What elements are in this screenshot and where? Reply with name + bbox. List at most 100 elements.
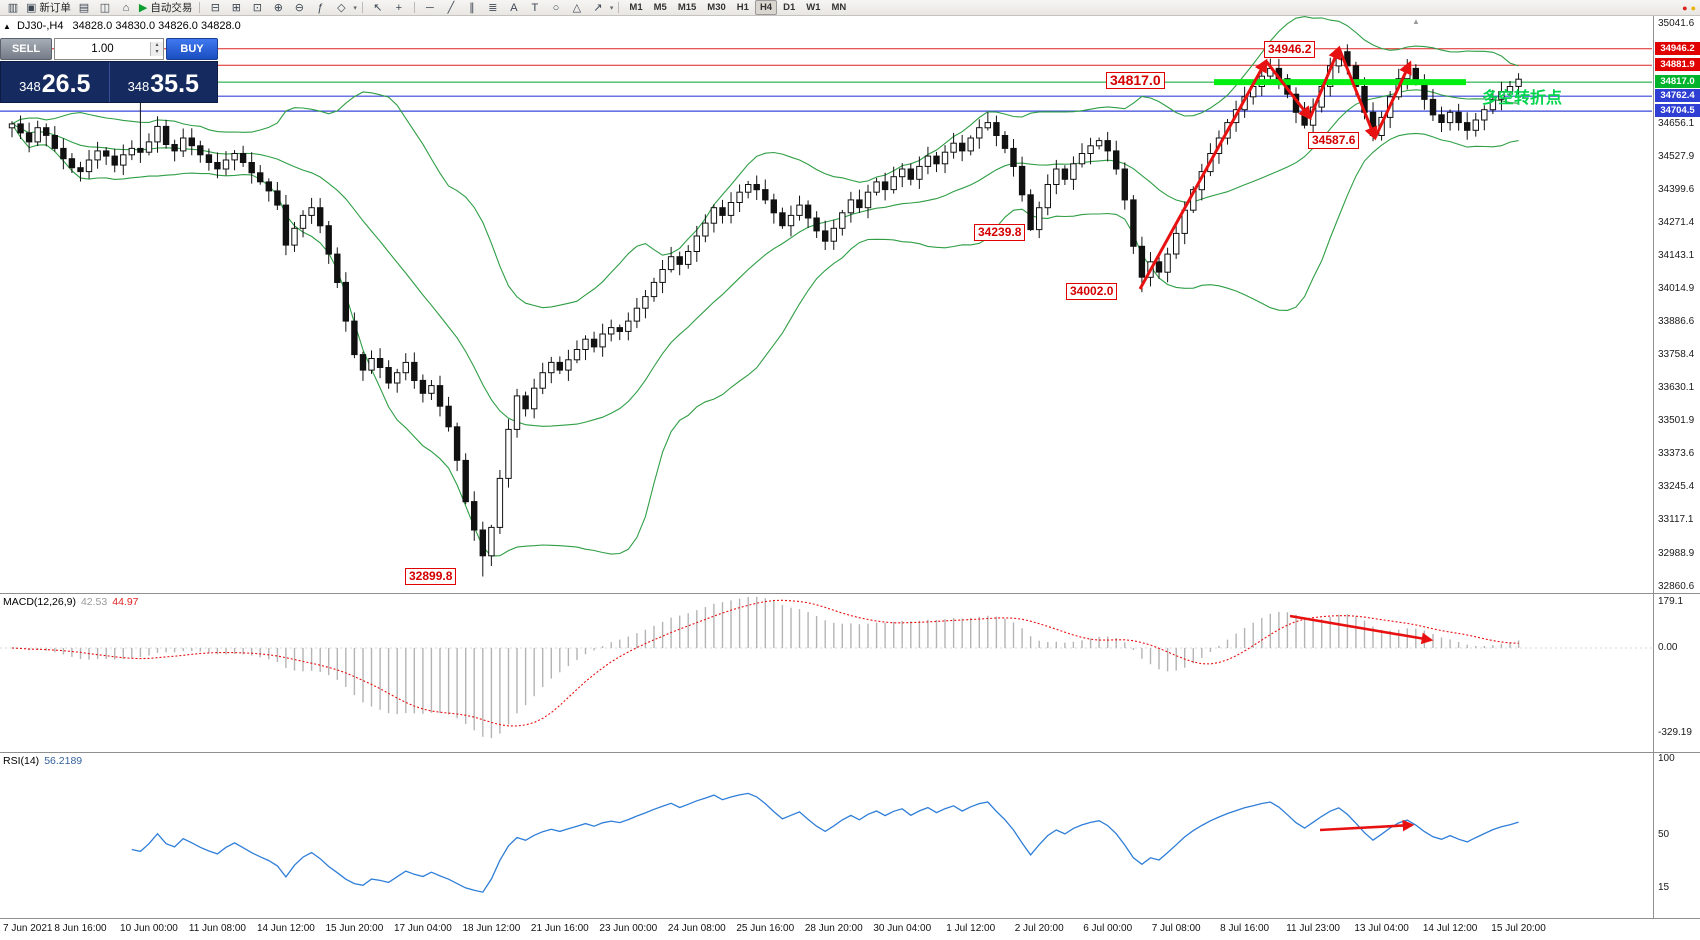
symbol-ohlc-values: 34828.0 34830.0 34826.0 34828.0 [72,20,241,32]
timeframe-w1[interactable]: W1 [806,2,821,13]
time-axis-label: 28 Jun 20:00 [804,923,863,934]
time-axis-label: 24 Jun 08:00 [667,923,726,934]
spin-down-icon[interactable]: ▾ [151,49,163,56]
timeframe-m15[interactable]: M15 [677,2,697,13]
horizontal-line-tool-icon[interactable]: ─ [425,1,434,14]
rsi-name: RSI(14) [3,755,40,767]
timeframe-m30[interactable]: M30 [707,2,726,13]
arrange-windows-icon[interactable]: ⊡ [252,1,262,14]
volume-input[interactable] [55,42,150,56]
sell-price-big: 26.5 [41,70,91,98]
label-tool-icon[interactable]: T [531,1,539,14]
price-tag: 34881.9 [1655,58,1700,72]
timeframe-mn[interactable]: MN [831,2,847,13]
spin-up-icon[interactable]: ▴ [151,42,163,49]
timeframe-h4[interactable]: H4 [754,0,778,15]
symbol-ohlc-line: ▲ DJ30-,H4 34828.0 34830.0 34826.0 34828… [3,20,241,32]
price-tick: 32988.9 [1658,547,1695,559]
profiles-icon[interactable]: ▤ [78,1,90,14]
timeframe-d1[interactable]: D1 [783,2,796,13]
macd-axis-label: 0.00 [1658,642,1678,653]
time-axis-label: 11 Jun 08:00 [188,923,246,934]
bid-ask-display: 348 26.5 348 35.5 [0,61,218,103]
rsi-axis-label: 15 [1658,882,1670,893]
price-divider [108,62,110,102]
price-tick: 34014.9 [1658,282,1695,294]
time-axis-label: 8 Jul 16:00 [1220,923,1270,934]
arrows-tool-icon[interactable]: ↗ [593,1,603,14]
indicators-icon[interactable]: ƒ [317,1,324,14]
chart-window-icon[interactable]: ▥ [7,1,19,14]
buy-button[interactable]: BUY [166,38,218,60]
panel-collapse-icon[interactable]: ▲ [3,22,11,31]
macd-axis-label: 179.1 [1658,596,1684,607]
navigator-icon[interactable]: ⌂ [122,1,130,14]
time-axis-label: 21 Jun 16:00 [530,923,589,934]
sell-price-prefix: 348 [19,79,41,94]
triangle-tool-icon[interactable]: △ [572,1,582,14]
panel-separator[interactable] [0,752,1700,753]
time-axis-label: 18 Jun 12:00 [462,923,521,934]
chevron-down-icon[interactable]: ▾ [609,4,614,12]
buy-price-big: 35.5 [150,70,199,98]
panel-separator[interactable] [0,593,1700,594]
zoom-out-icon[interactable]: ⊖ [294,1,304,14]
crosshair-tool-icon[interactable]: + [395,1,403,14]
timeframe-m5[interactable]: M5 [653,2,667,13]
market-watch-icon[interactable]: ◫ [99,1,111,14]
price-tick: 32860.6 [1658,580,1695,592]
time-axis-label: 11 Jul 23:00 [1286,923,1340,934]
auto-trading-button[interactable]: ▶ 自动交易 [137,1,194,15]
chevron-down-icon[interactable]: ▾ [353,4,357,12]
new-order-button[interactable]: ▣ 新订单 [24,1,73,15]
text-tool-icon[interactable]: A [510,1,518,14]
timeframe-h1[interactable]: H1 [736,2,749,13]
macd-axis-label: -329.19 [1658,727,1692,738]
price-tag: 34704.5 [1655,104,1700,118]
time-axis-label: 14 Jun 12:00 [256,923,315,934]
time-axis-label: 23 Jun 00:00 [599,923,658,934]
price-tag: 34817.0 [1655,75,1700,89]
tile-windows-icon[interactable]: ⊟ [210,1,220,14]
one-click-trading-panel: SELL ▴ ▾ BUY 348 26.5 348 3 [0,38,218,103]
buy-price-prefix: 348 [127,79,150,94]
channel-tool-icon[interactable]: ∥ [469,1,475,14]
cascade-windows-icon[interactable]: ⊞ [231,1,241,14]
buy-price[interactable]: 348 35.5 [110,62,218,102]
auto-trading-play-icon: ▶ [138,1,148,14]
toolbar: ▥ ▣ 新订单 ▤ ◫ ⌂ ▶ 自动交易 ⊟ ⊞ ⊡ ⊕ ⊖ ƒ ◇ ▾ ↖ +… [0,0,1700,16]
price-tick: 34527.9 [1658,150,1695,162]
axis-separator [0,918,1700,919]
price-tick: 34656.1 [1658,117,1695,129]
sell-price[interactable]: 348 26.5 [1,62,109,102]
timeframe-m1[interactable]: M1 [629,2,643,13]
macd-label: MACD(12,26,9) 42.53 44.97 [3,596,139,608]
time-axis-label: 25 Jun 16:00 [736,923,795,934]
sell-button[interactable]: SELL [0,38,52,60]
volume-spinner[interactable]: ▴ ▾ [150,42,163,56]
rsi-canvas[interactable] [0,753,1652,916]
time-axis-label: 7 Jul 08:00 [1151,923,1201,934]
periods-icon[interactable]: ◇ [337,1,346,14]
price-axis-border [1653,16,1654,918]
main-chart-canvas[interactable] [0,16,1652,593]
macd-main-value: 42.53 [80,596,108,608]
macd-canvas[interactable] [0,594,1652,747]
symbol-name: DJ30-,H4 [16,20,64,32]
cursor-tool-icon[interactable]: ↖ [373,1,383,14]
ellipse-tool-icon[interactable]: ○ [552,1,560,14]
toolbar-separator [199,2,201,13]
zoom-in-icon[interactable]: ⊕ [273,1,283,14]
volume-box: ▴ ▾ [54,38,164,60]
auto-trading-label: 自动交易 [150,1,193,14]
new-order-label: 新订单 [39,1,71,14]
fibonacci-tool-icon[interactable]: ≣ [488,1,498,14]
macd-name: MACD(12,26,9) [3,596,76,608]
toolbar-separator [618,2,620,13]
candles [8,44,1522,577]
price-tick: 33501.9 [1658,415,1695,427]
price-tick: 35041.6 [1658,18,1695,30]
trendline-tool-icon[interactable]: ╱ [447,1,455,14]
macd-signal-value: 44.97 [112,596,139,608]
macd-signal-line [11,599,1519,727]
